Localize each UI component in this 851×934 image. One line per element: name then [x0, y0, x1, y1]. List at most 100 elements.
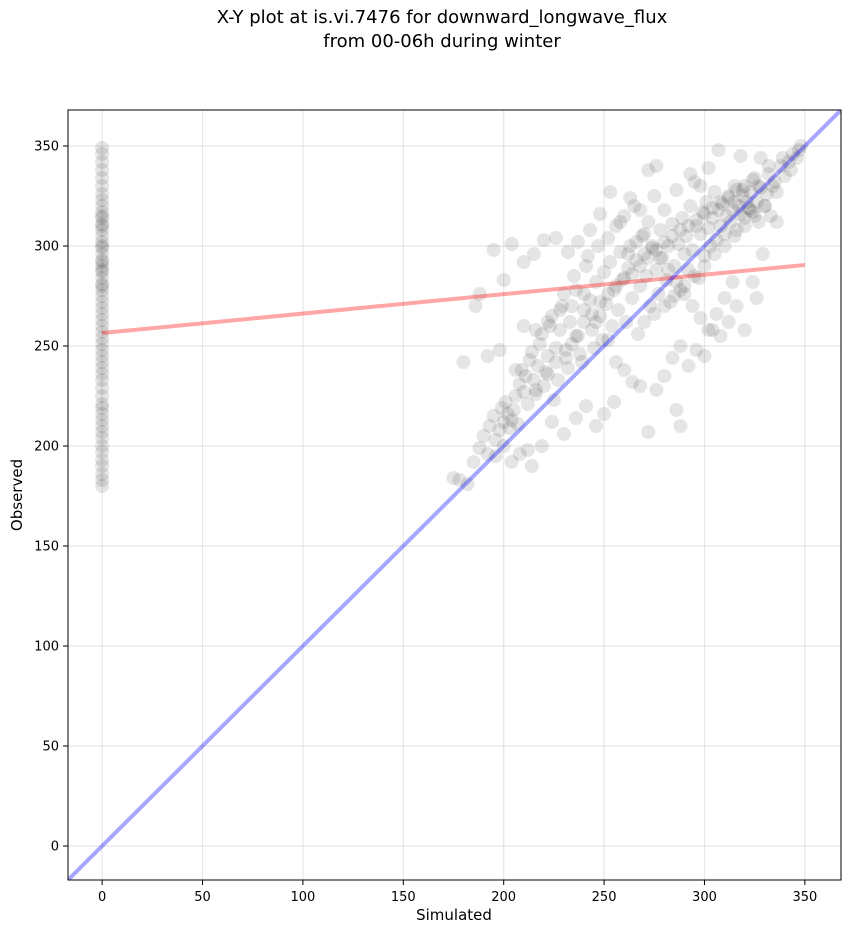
- data-point: [653, 223, 668, 237]
- y-tick-label: 350: [34, 140, 59, 155]
- data-point: [683, 199, 698, 213]
- data-point: [611, 303, 626, 317]
- data-point: [95, 263, 110, 277]
- data-point: [95, 313, 110, 327]
- data-point: [95, 407, 110, 421]
- data-point: [583, 293, 598, 307]
- data-point: [488, 433, 503, 447]
- data-point: [673, 419, 688, 433]
- data-point: [657, 369, 672, 383]
- data-point: [683, 167, 698, 181]
- data-point: [95, 289, 110, 303]
- data-point: [639, 269, 654, 283]
- data-point: [641, 163, 656, 177]
- data-point: [609, 279, 624, 293]
- data-point: [548, 341, 563, 355]
- data-point: [518, 369, 533, 383]
- data-point: [637, 315, 652, 329]
- x-tick-label: 50: [194, 890, 211, 905]
- data-point: [737, 179, 752, 193]
- data-point: [655, 251, 670, 265]
- data-point: [761, 167, 776, 181]
- data-point: [593, 207, 608, 221]
- data-point: [583, 223, 598, 237]
- data-point: [673, 283, 688, 297]
- data-point: [554, 299, 569, 313]
- data-point: [763, 209, 778, 223]
- data-point: [95, 265, 110, 279]
- data-point: [95, 381, 110, 395]
- data-point: [753, 151, 768, 165]
- data-point: [560, 245, 575, 259]
- data-point: [95, 367, 110, 381]
- data-point: [737, 211, 752, 225]
- data-point: [95, 301, 110, 315]
- data-point: [524, 345, 539, 359]
- data-point: [753, 181, 768, 195]
- data-point: [767, 175, 782, 189]
- data-point: [522, 353, 537, 367]
- data-point: [494, 401, 509, 415]
- data-point: [601, 287, 616, 301]
- data-point: [534, 327, 549, 341]
- data-point: [625, 375, 640, 389]
- data-point: [729, 183, 744, 197]
- data-point: [671, 237, 686, 251]
- data-point: [95, 179, 110, 193]
- data-point: [570, 329, 585, 343]
- data-point: [737, 323, 752, 337]
- data-point: [681, 263, 696, 277]
- data-point: [95, 253, 110, 267]
- data-point: [677, 287, 692, 301]
- data-point: [755, 247, 770, 261]
- data-point: [95, 199, 110, 213]
- data-point: [496, 273, 511, 287]
- data-point: [95, 295, 110, 309]
- data-point: [711, 203, 726, 217]
- data-point: [482, 419, 497, 433]
- data-point: [735, 189, 750, 203]
- data-point: [95, 445, 110, 459]
- data-point: [737, 219, 752, 233]
- data-point: [520, 443, 535, 457]
- data-point: [95, 389, 110, 403]
- data-point: [595, 333, 610, 347]
- data-point: [516, 255, 531, 269]
- data-point: [552, 303, 567, 317]
- data-point: [721, 191, 736, 205]
- data-point: [95, 361, 110, 375]
- data-point: [689, 343, 704, 357]
- data-point: [793, 139, 808, 153]
- data-point: [757, 199, 772, 213]
- y-tick-label: 100: [34, 640, 59, 655]
- data-point: [657, 235, 672, 249]
- data-point: [95, 307, 110, 321]
- data-point: [617, 209, 632, 223]
- y-tick-label: 0: [51, 840, 59, 855]
- data-point: [95, 241, 110, 255]
- data-point: [747, 209, 762, 223]
- data-point: [564, 337, 579, 351]
- data-point: [95, 209, 110, 223]
- data-point: [496, 415, 511, 429]
- data-point: [95, 343, 110, 357]
- data-point: [739, 195, 754, 209]
- data-point: [510, 417, 525, 431]
- data-point: [528, 383, 543, 397]
- data-point: [95, 373, 110, 387]
- data-point: [536, 233, 551, 247]
- data-point: [759, 187, 774, 201]
- data-point: [635, 229, 650, 243]
- data-point: [625, 267, 640, 281]
- data-point: [747, 171, 762, 185]
- data-point: [649, 243, 664, 257]
- data-point: [617, 363, 632, 377]
- data-point: [95, 425, 110, 439]
- data-point: [460, 477, 475, 491]
- data-point: [657, 203, 672, 217]
- data-point: [693, 227, 708, 241]
- x-tick-label: 100: [290, 890, 315, 905]
- data-point: [713, 329, 728, 343]
- data-point: [745, 275, 760, 289]
- data-point: [562, 315, 577, 329]
